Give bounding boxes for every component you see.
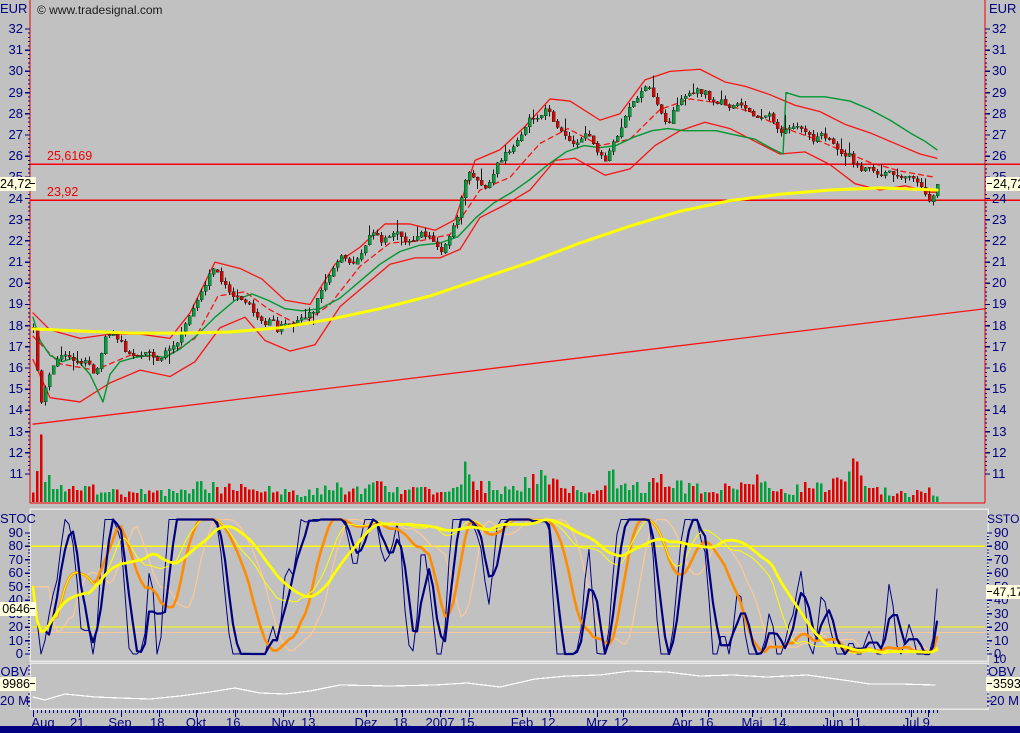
- obv-marker-left-value: 9986: [2, 677, 30, 691]
- marker-tick: [30, 683, 35, 684]
- price-tick-label-right: 28: [992, 105, 1007, 121]
- price-marker-left-value: 24,72: [0, 177, 32, 191]
- stoch-tick-label-right: 30: [994, 605, 1009, 621]
- price-tick-label-right: 23: [992, 211, 1007, 227]
- price-tick-label-right: 21: [992, 254, 1007, 270]
- obv-marker-right-value: 35939: [993, 677, 1020, 691]
- price-tick-label-left: 32: [8, 21, 23, 36]
- obv-scale-label-right: 20 M: [990, 693, 1019, 708]
- price-tick-label-left: 28: [8, 105, 23, 121]
- price-tick-label-right: 24: [992, 190, 1007, 206]
- price-tick-label-right: 20: [992, 275, 1007, 291]
- price-tick-label-left: 16: [8, 360, 23, 376]
- price-tick-label-left: 21: [8, 254, 23, 270]
- stoch-tick-label-left: 50: [8, 578, 23, 594]
- marker-tick: [30, 183, 35, 184]
- x-axis-label: 9.: [922, 715, 934, 730]
- price-tick-label-left: 15: [8, 381, 23, 397]
- marker-tick: [987, 183, 992, 184]
- alert-line-label-upper[interactable]: 25,6169: [47, 149, 93, 163]
- stoch-tick-label-right: 20: [994, 619, 1009, 635]
- price-tick-label-right: 32: [992, 21, 1007, 36]
- price-axis-unit-right: EUR: [989, 1, 1017, 16]
- obv-marker-right: 35939: [986, 677, 1020, 691]
- price-tick-label-right: 31: [992, 42, 1007, 58]
- price-tick-label-right: 18: [992, 317, 1007, 333]
- stoch-tick-label-left: 0: [15, 646, 23, 661]
- price-tick-label-left: 19: [8, 296, 23, 312]
- stoch-tick-label-left: 80: [8, 538, 23, 554]
- marker-tick: [987, 683, 992, 684]
- price-tick-label-left: 14: [8, 402, 23, 418]
- window-bottom-bar: [0, 726, 1020, 733]
- stoch-tick-label-right: 60: [994, 565, 1009, 581]
- marker-tick: [30, 608, 35, 609]
- price-tick-label-left: 18: [8, 317, 23, 333]
- price-tick-label-left: 20: [8, 275, 23, 291]
- price-marker-left: 24,72: [0, 177, 36, 191]
- price-tick-label-left: 30: [8, 63, 23, 79]
- obv-panel-title-left: OBV: [0, 664, 28, 679]
- price-tick-label-right: 30: [992, 63, 1007, 79]
- obv-marker-left: 9986: [0, 677, 36, 691]
- price-marker-right-value: 24,72: [993, 177, 1020, 191]
- stoch-extra-right-tick: 10: [993, 652, 1007, 666]
- obv-scale-label-left: 20 M: [0, 693, 29, 708]
- price-tick-label-left: 24: [8, 190, 23, 206]
- price-tick-label-right: 29: [992, 84, 1007, 100]
- price-tick-label-left: 29: [8, 84, 23, 100]
- stoch-tick-label-right: 90: [994, 524, 1009, 540]
- price-tick-label-right: 14: [992, 402, 1007, 418]
- price-axis-unit-left: EUR: [0, 1, 28, 16]
- stoch-tick-label-left: 90: [8, 524, 23, 540]
- stoch-tick-label-left: 20: [8, 619, 23, 635]
- price-tick-label-right: 16: [992, 360, 1007, 376]
- stoch-tick-label-right: 10: [994, 632, 1009, 648]
- stoch-panel-title-left: STOC: [0, 511, 36, 526]
- stoch-tick-label-right: 80: [994, 538, 1009, 554]
- price-tick-label-right: 15: [992, 381, 1007, 397]
- stoch-marker-left: 0646: [0, 602, 36, 616]
- price-tick-label-left: 22: [8, 232, 23, 248]
- price-tick-label-left: 13: [8, 423, 23, 439]
- stoch-tick-label-left: 60: [8, 565, 23, 581]
- stoch-tick-label-right: 0: [994, 646, 1002, 661]
- price-tick-label-right: 17: [992, 338, 1007, 354]
- stoch-panel-title-right: SSTOC: [987, 512, 1020, 526]
- marker-tick: [987, 591, 992, 592]
- price-tick-label-right: 13: [992, 423, 1007, 439]
- price-tick-label-left: 26: [8, 148, 23, 164]
- copyright-text: © www.tradesignal.com: [37, 3, 163, 17]
- price-tick-label-left: 12: [8, 444, 23, 460]
- stoch-marker-right: 47,175: [986, 585, 1020, 599]
- price-marker-right: 24,72: [986, 177, 1020, 191]
- price-tick-label-left: 27: [8, 126, 23, 142]
- obv-panel-title-right: OBV: [988, 664, 1016, 679]
- price-tick-label-right: 22: [992, 232, 1007, 248]
- price-tick-label-left: 31: [8, 42, 23, 58]
- alert-line-label-lower[interactable]: 23,92: [47, 185, 79, 199]
- stoch-tick-label-right: 70: [994, 551, 1009, 567]
- stoch-marker-left-value: 0646: [2, 602, 30, 616]
- price-tick-label-right: 12: [992, 444, 1007, 460]
- price-tick-label-right: 11: [992, 465, 1006, 481]
- stoch-tick-label-left: 70: [8, 551, 23, 567]
- price-tick-label-left: 17: [8, 338, 23, 354]
- price-tick-label-right: 19: [992, 296, 1007, 312]
- price-tick-label-left: 23: [8, 211, 23, 227]
- price-tick-label-right: 26: [992, 148, 1007, 164]
- price-tick-label-left: 11: [9, 465, 24, 481]
- stoch-marker-right-value: 47,175: [993, 585, 1020, 599]
- stoch-tick-label-left: 10: [8, 632, 23, 648]
- price-tick-label-right: 27: [992, 126, 1007, 142]
